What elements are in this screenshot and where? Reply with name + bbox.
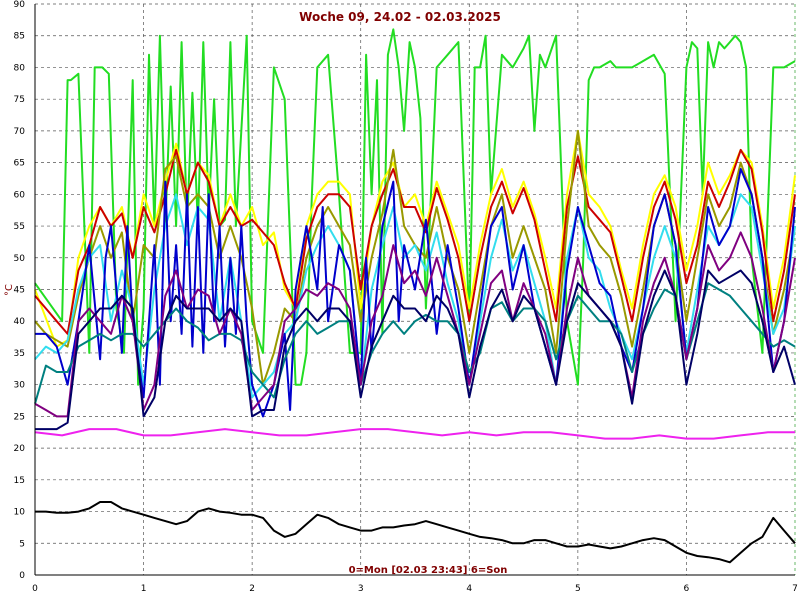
y-tick-label: 90 [14, 0, 26, 10]
series-line-5 [34, 193, 796, 399]
x-tick-label: 2 [249, 584, 255, 594]
y-tick-label: 80 [14, 63, 26, 73]
y-tick-label: 70 [14, 127, 26, 137]
series-line-1 [34, 28, 796, 386]
axes [34, 4, 795, 576]
y-tick-label: 0 [19, 571, 25, 581]
series-line-11 [35, 501, 796, 564]
x-tick-label: 6 [684, 584, 690, 594]
y-tick-label: 25 [14, 412, 25, 422]
series-line-6 [35, 168, 796, 418]
y-tick-label: 20 [14, 444, 26, 454]
y-tick-label: 15 [14, 476, 25, 486]
y-tick-label: 60 [14, 190, 26, 200]
series-line-8 [34, 231, 796, 418]
y-tick-label: 5 [19, 539, 25, 549]
y-tick-label: 10 [14, 508, 26, 518]
y-tick-label: 55 [14, 222, 25, 232]
y-tick-label: 45 [14, 286, 25, 296]
series-line-9 [35, 269, 796, 431]
x-tick-label: 0 [32, 584, 38, 594]
y-tick-label: 75 [14, 95, 25, 105]
y-tick-label: 40 [14, 317, 26, 327]
chart-title: Woche 09, 24.02 - 02.03.2025 [299, 10, 501, 24]
x-tick-label: 3 [358, 584, 364, 594]
series-line-3 [34, 148, 796, 335]
series-line-10 [34, 428, 795, 440]
y-tick-label: 30 [14, 381, 26, 391]
y-tick-label: 85 [14, 32, 25, 42]
y-tick-label: 65 [14, 159, 25, 169]
chart-footer: 0=Mon [02.03 23:43] 6=Son [349, 565, 508, 576]
x-tick-label: 1 [141, 584, 147, 594]
y-axis-label: °C [4, 284, 15, 296]
y-tick-label: 35 [14, 349, 25, 359]
x-tick-label: 5 [575, 584, 581, 594]
series-lines [34, 28, 796, 564]
x-tick-label: 7 [792, 584, 798, 594]
y-tick-label: 50 [14, 254, 26, 264]
x-tick-label: 4 [466, 584, 472, 594]
